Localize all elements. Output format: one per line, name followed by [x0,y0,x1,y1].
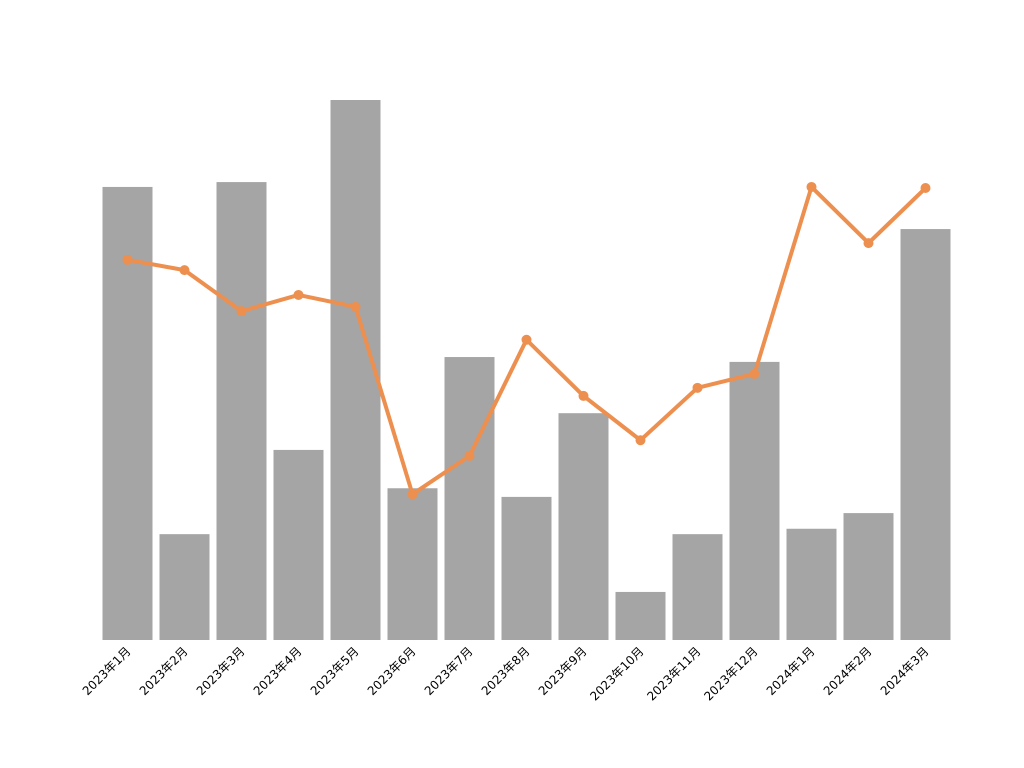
x-tick-label: 2023年5月 [308,644,362,698]
x-tick-label: 2023年6月 [365,644,419,698]
line-point [350,301,361,312]
bar [900,229,951,640]
line-point [464,450,475,461]
bar [387,488,438,640]
x-tick-label: 2023年1月 [80,644,134,698]
line-point [578,390,589,401]
line-point [692,382,703,393]
x-tick-label: 2023年12月 [701,644,760,703]
bar [843,513,894,640]
x-tick-label: 2024年1月 [764,644,818,698]
line-point [920,183,931,194]
bar [729,361,780,640]
x-tick-label: 2023年7月 [422,644,476,698]
bar [159,534,210,640]
line-point [749,368,760,379]
line-point [863,238,874,249]
line-point [293,289,304,300]
bar [786,528,837,640]
bar [330,100,381,640]
line-point [635,435,646,446]
x-tick-label: 2023年2月 [137,644,191,698]
x-tick-label: 2023年11月 [644,644,703,703]
bar [672,534,723,640]
x-tick-label: 2023年10月 [587,644,646,703]
x-tick-label: 2023年3月 [194,644,248,698]
line-point [122,254,133,265]
line-point [521,334,532,345]
bar [444,357,495,640]
x-tick-label: 2023年9月 [536,644,590,698]
bar [216,182,267,640]
x-tick-label: 2023年8月 [479,644,533,698]
bar [501,496,552,640]
bar [558,413,609,640]
line-point [806,181,817,192]
x-tick-label: 2023年4月 [251,644,305,698]
line-point [236,306,247,317]
line-point [179,265,190,276]
x-tick-label: 2024年2月 [821,644,875,698]
bar [273,449,324,640]
x-tick-label: 2024年3月 [878,644,932,698]
line-point [407,489,418,500]
bar [615,591,666,640]
